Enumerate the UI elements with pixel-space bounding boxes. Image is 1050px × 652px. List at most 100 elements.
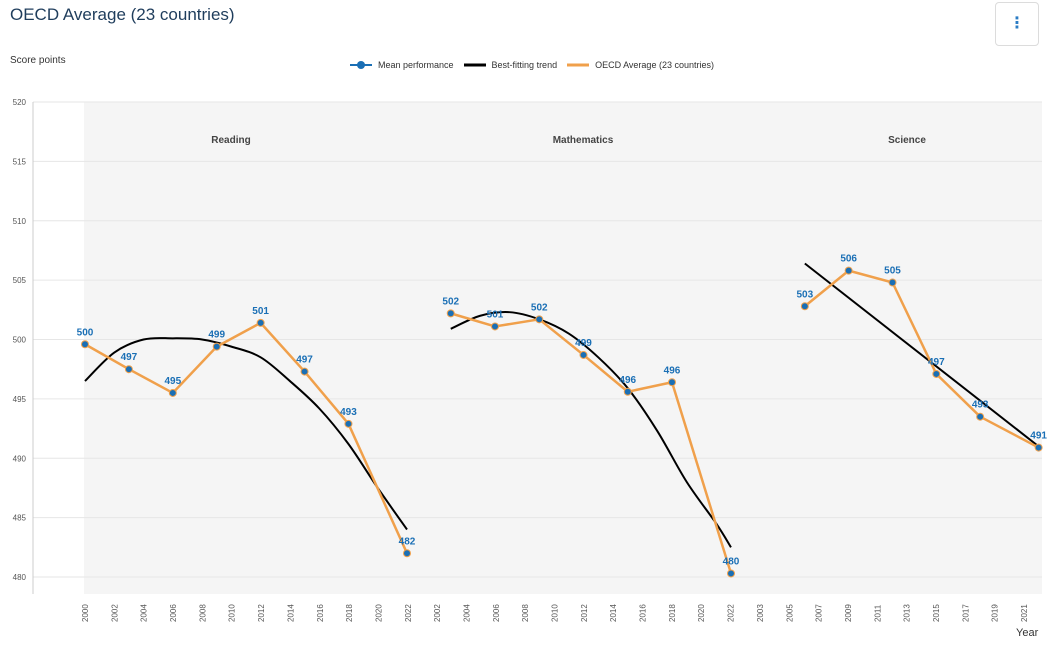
- x-axis-label: Year: [1016, 627, 1039, 639]
- panel-title-reading: Reading: [211, 135, 250, 146]
- data-label: 505: [884, 266, 901, 277]
- x-tick-label: 2003: [756, 604, 765, 622]
- x-tick-label: 2002: [433, 604, 442, 622]
- data-label: 496: [619, 375, 636, 386]
- data-label: 502: [531, 302, 548, 313]
- mean-point: [300, 367, 309, 376]
- data-label: 482: [399, 536, 416, 547]
- x-tick-label: 2022: [727, 604, 736, 622]
- data-label: 499: [208, 330, 225, 341]
- avg-line-science: [804, 269, 1040, 449]
- legend-item-mean[interactable]: Mean performance: [350, 60, 454, 70]
- chart-menu-button[interactable]: ⋮: [995, 2, 1039, 46]
- x-tick-label: 2021: [1020, 604, 1029, 622]
- mean-point: [344, 419, 353, 428]
- x-tick-label: 2007: [815, 604, 824, 622]
- x-tick-label: 2014: [286, 604, 295, 622]
- mean-point: [168, 388, 177, 397]
- vertical-ellipsis-icon: ⋮: [1009, 15, 1025, 32]
- data-label: 500: [77, 327, 94, 338]
- x-tick-label: 2019: [991, 604, 1000, 622]
- x-tick-label: 2014: [609, 604, 618, 622]
- x-tick-label: 2015: [932, 604, 941, 622]
- data-label: 495: [164, 376, 181, 387]
- mean-point: [446, 309, 455, 318]
- mean-point: [535, 315, 544, 324]
- mean-point: [668, 378, 676, 387]
- mean-point: [800, 302, 809, 311]
- x-tick-label: 2010: [228, 604, 237, 622]
- x-tick-label: 2018: [345, 604, 354, 622]
- panel-title-science: Science: [888, 135, 926, 146]
- x-tick-label: 2016: [316, 604, 325, 622]
- data-label: 506: [840, 254, 857, 265]
- mean-point: [976, 412, 985, 421]
- mean-point: [256, 318, 265, 327]
- trend-line-reading: [84, 337, 408, 531]
- avg-line-reading: [84, 321, 409, 554]
- mean-point: [212, 342, 221, 351]
- y-tick-label: 495: [13, 395, 27, 404]
- chart-title: OECD Average (23 countries): [10, 5, 235, 24]
- panel-title-mathematics: Mathematics: [553, 135, 614, 146]
- y-tick-label: 510: [13, 217, 27, 226]
- mean-point: [403, 549, 411, 558]
- mean-point: [623, 387, 632, 396]
- y-tick-label: 520: [13, 98, 27, 107]
- data-label: 497: [296, 355, 313, 366]
- legend: Mean performance Best-fitting trend OECD…: [350, 60, 724, 70]
- legend-label-avg: OECD Average (23 countries): [595, 60, 714, 70]
- x-tick-label: 2017: [961, 604, 970, 622]
- mean-point: [124, 365, 133, 374]
- x-tick-label: 2004: [140, 604, 149, 622]
- x-tick-label: 2018: [668, 604, 677, 622]
- y-tick-label: 515: [13, 157, 27, 166]
- x-tick-label: 2022: [404, 604, 413, 622]
- x-tick-label: 2006: [169, 604, 178, 622]
- x-tick-label: 2011: [873, 604, 882, 622]
- x-tick-label: 2008: [521, 604, 530, 622]
- legend-swatch-mean: [350, 61, 372, 69]
- mean-point: [888, 278, 897, 287]
- panel-background: [84, 102, 1042, 594]
- trend-line-mathematics: [450, 311, 732, 548]
- mean-point: [1034, 443, 1043, 452]
- y-tick-label: 500: [13, 336, 27, 345]
- data-label: 502: [442, 296, 459, 307]
- mean-point: [491, 322, 499, 331]
- mean-point: [579, 350, 588, 359]
- y-tick-label: 485: [13, 514, 27, 523]
- legend-item-avg[interactable]: OECD Average (23 countries): [567, 60, 714, 70]
- data-label: 501: [487, 309, 504, 320]
- y-tick-label: 490: [13, 454, 27, 463]
- legend-swatch-avg: [567, 63, 590, 67]
- x-tick-label: 2009: [844, 604, 853, 622]
- data-label: 493: [340, 407, 357, 418]
- mean-point: [727, 569, 735, 578]
- data-label: 496: [664, 365, 681, 376]
- x-tick-label: 2008: [198, 604, 207, 622]
- x-tick-label: 2005: [785, 604, 794, 622]
- legend-swatch-trend: [463, 63, 486, 67]
- data-label: 493: [972, 400, 989, 411]
- x-tick-label: 2016: [639, 604, 648, 622]
- data-label: 499: [575, 338, 592, 349]
- legend-item-trend[interactable]: Best-fitting trend: [463, 60, 557, 70]
- x-tick-label: 2002: [110, 604, 119, 622]
- x-tick-label: 2010: [551, 604, 560, 622]
- legend-label-mean: Mean performance: [378, 60, 454, 70]
- data-label: 480: [723, 556, 740, 567]
- x-tick-label: 2020: [374, 604, 383, 622]
- x-tick-label: 2012: [257, 604, 266, 622]
- y-tick-label: 505: [13, 276, 27, 285]
- data-label: 501: [252, 306, 269, 317]
- x-tick-label: 2013: [903, 604, 912, 622]
- data-label: 491: [1030, 431, 1047, 442]
- data-label: 497: [928, 357, 945, 368]
- x-tick-label: 2006: [492, 604, 501, 622]
- mean-point: [844, 266, 853, 275]
- mean-point: [932, 369, 941, 378]
- y-axis-label: Score points: [10, 55, 66, 66]
- trend-line-science: [804, 262, 1040, 448]
